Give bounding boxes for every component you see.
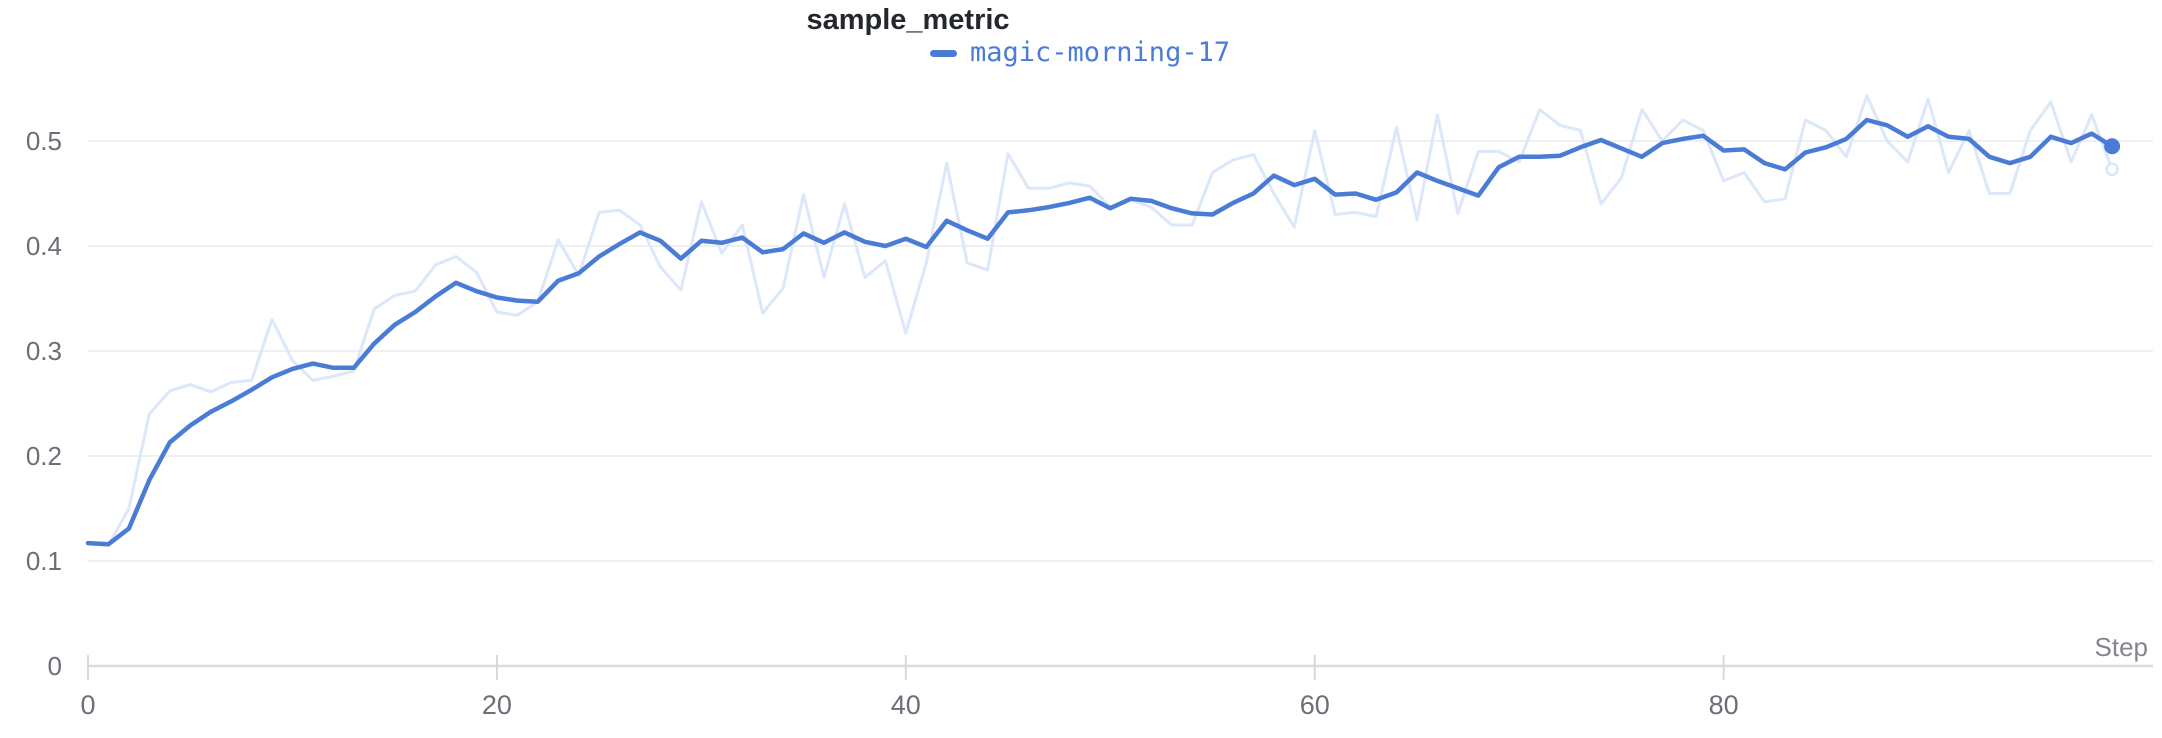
run-line-raw[interactable] [86,94,2114,547]
legend-run-name: magic-morning-17 [970,37,1231,68]
y-tick-label: 0.5 [25,126,62,156]
legend: magic-morning-17 [930,38,1230,68]
chart-title: sample_metric [806,4,1010,36]
run-endpoint-dot [2104,138,2121,155]
y-tick-label: 0.1 [25,546,62,576]
y-tick-label: 0 [47,651,62,681]
x-tick-label: 40 [890,690,921,720]
x-tick-label: 20 [481,690,512,720]
x-axis-title: Step [2094,632,2149,662]
legend-line-swatch-icon [930,49,957,57]
y-tick-label: 0.3 [25,336,62,366]
y-tick-label: 0.2 [25,441,62,471]
run-line-smoothed[interactable] [85,117,2115,547]
x-tick-label: 80 [1708,690,1739,720]
legend-item-run[interactable]: magic-morning-17 [930,38,1230,68]
x-tick-label: 60 [1299,690,1330,720]
raw-endpoint-ring [2105,162,2119,177]
y-tick-label: 0.4 [25,231,62,261]
x-tick-label: 0 [80,690,96,720]
